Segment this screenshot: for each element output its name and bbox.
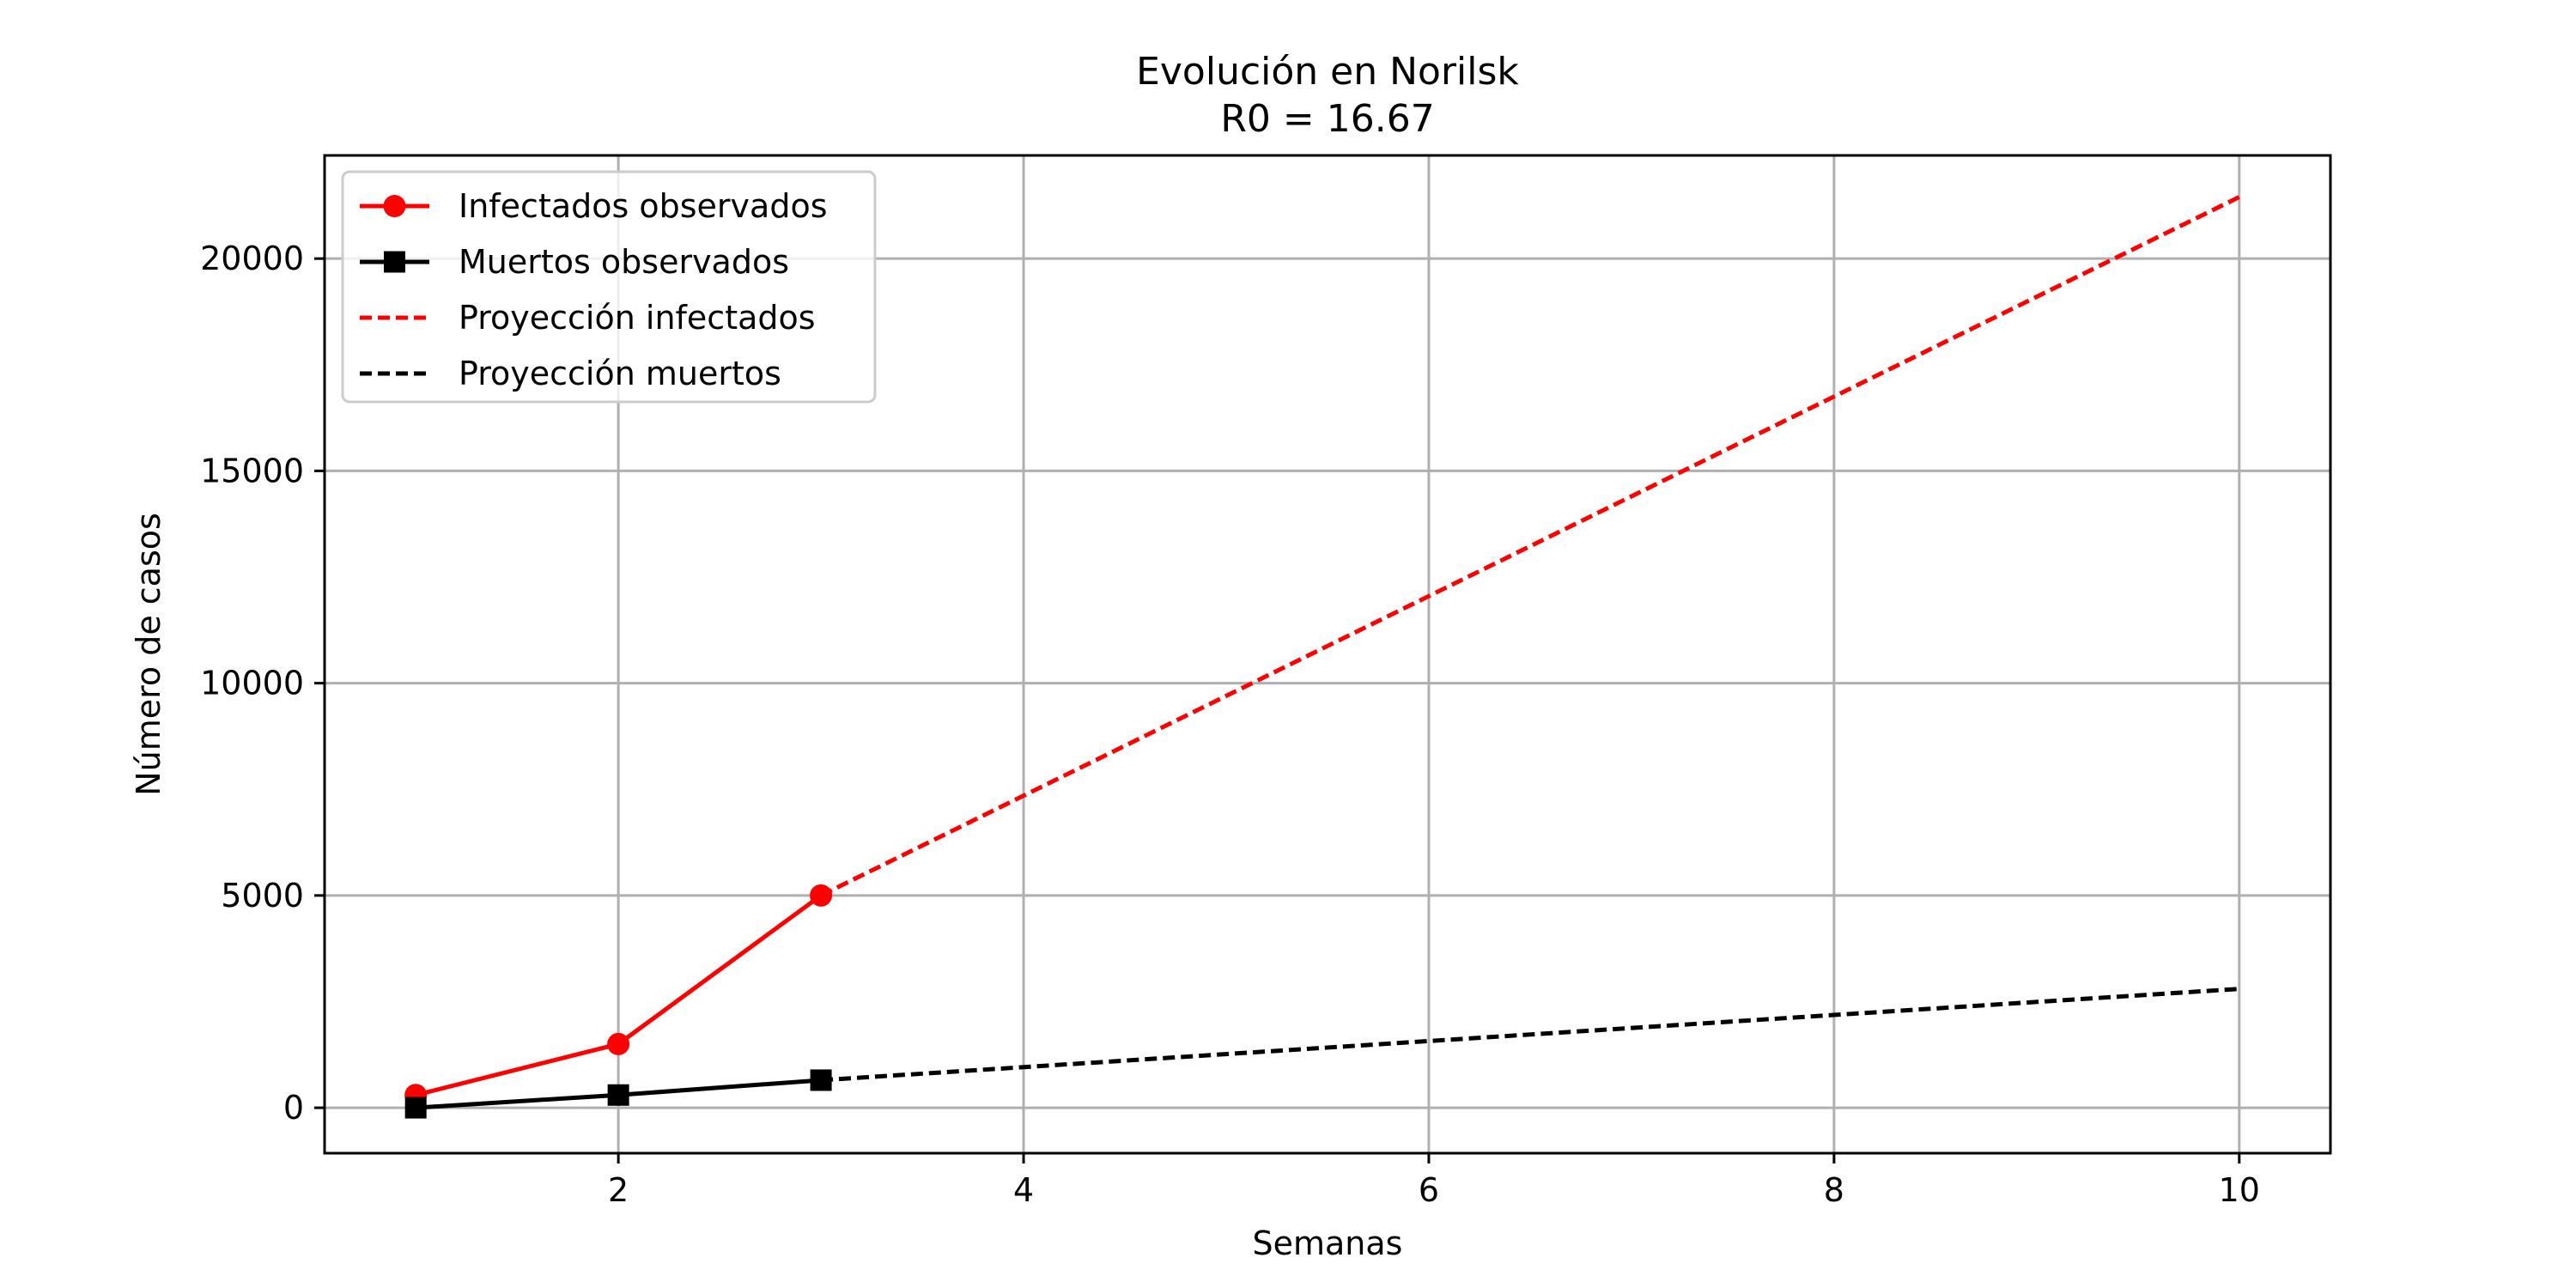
legend-label: Proyección infectados — [459, 299, 816, 337]
data-point-muertos-observados — [404, 1097, 427, 1119]
plot-frame — [323, 154, 2332, 1155]
x-tick-label: 10 — [2219, 1171, 2260, 1209]
data-point-infectados-observados — [607, 1032, 630, 1055]
series-layer — [404, 195, 2240, 1119]
y-tick-label: 5000 — [221, 877, 304, 914]
legend: Infectados observados Muertos observados P… — [341, 170, 877, 404]
legend-label: Muertos observados — [459, 243, 789, 281]
y-axis-label: Número de casos — [130, 513, 167, 796]
series-line-proyeccion-muertos — [820, 987, 2239, 1083]
legend-label: Infectados observados — [459, 187, 828, 225]
y-tick-label: 0 — [283, 1089, 304, 1127]
y-tick-label: 10000 — [200, 665, 304, 702]
legend-marker — [384, 251, 405, 273]
legend-label: Proyección muertos — [459, 355, 781, 392]
y-tick-label: 20000 — [200, 240, 304, 277]
grid-layer — [325, 155, 2330, 1153]
data-point-muertos-observados — [607, 1084, 629, 1106]
ticks-layer: 2 4 6 8 10 0 5000 10000 15000 20000 — [200, 240, 2260, 1209]
chart-title: Evolución en Norilsk — [1136, 50, 1519, 94]
x-tick-label: 6 — [1419, 1171, 1439, 1209]
legend-box — [341, 170, 877, 404]
x-axis-label: Semanas — [1253, 1224, 1403, 1262]
series-line-proyeccion-infectados — [819, 195, 2240, 898]
chart-subtitle: R0 = 16.67 — [1220, 97, 1434, 141]
x-tick-label: 2 — [608, 1171, 629, 1209]
legend-marker — [383, 195, 406, 217]
x-tick-label: 8 — [1824, 1171, 1844, 1209]
x-tick-label: 4 — [1013, 1171, 1034, 1209]
y-tick-label: 15000 — [200, 452, 304, 489]
